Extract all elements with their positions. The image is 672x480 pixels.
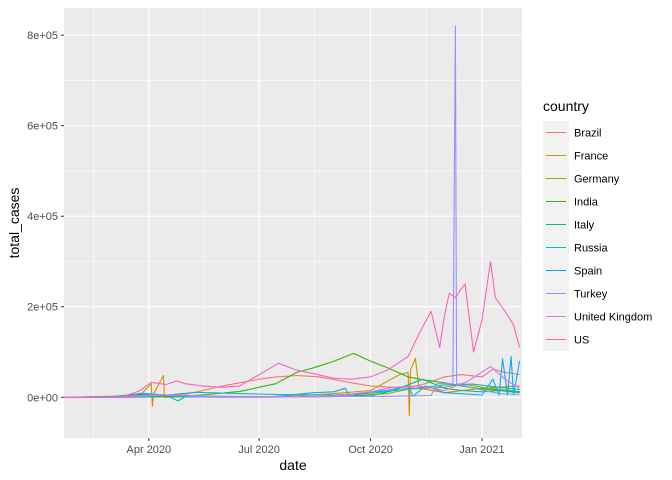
legend-title: country	[543, 98, 589, 114]
y-axis-title: total_cases	[6, 188, 22, 259]
x-tick-label: Jan 2021	[459, 444, 504, 456]
legend-label-spain: Spain	[574, 266, 602, 278]
minor-grid	[64, 8, 522, 438]
x-tick-label: Jul 2020	[238, 444, 280, 456]
y-axis: 0e+00 2e+05 4e+05 6e+05 8e+05	[27, 30, 64, 404]
legend-label-brazil: Brazil	[574, 128, 602, 140]
series-line-united-kingdom	[63, 365, 520, 398]
legend-label-united-kingdom: United Kingdom	[574, 312, 652, 324]
legend-label-russia: Russia	[574, 243, 609, 255]
series-lines	[63, 25, 521, 416]
x-tick-label: Oct 2020	[348, 444, 393, 456]
series-line-italy	[63, 378, 520, 398]
legend-label-india: India	[574, 197, 599, 209]
series-line-spain	[63, 355, 521, 402]
legend: country Brazil France Germany India Italy Rus…	[543, 98, 652, 351]
legend-label-italy: Italy	[574, 220, 595, 232]
chart-panel-background	[64, 8, 522, 438]
series-line-us	[63, 260, 521, 398]
x-axis: Apr 2020 Jul 2020 Oct 2020 Jan 2021	[126, 438, 505, 456]
x-axis-title: date	[279, 457, 306, 473]
y-tick-label: 6e+05	[27, 121, 58, 133]
series-line-france	[63, 357, 520, 416]
legend-label-germany: Germany	[574, 174, 620, 186]
y-tick-label: 0e+00	[27, 392, 58, 404]
legend-label-us: US	[574, 335, 589, 347]
y-tick-label: 2e+05	[27, 302, 58, 314]
x-tick-label: Apr 2020	[126, 444, 171, 456]
legend-label-france: France	[574, 151, 608, 163]
legend-label-turkey: Turkey	[574, 289, 608, 301]
y-tick-label: 4e+05	[27, 211, 58, 223]
y-tick-label: 8e+05	[27, 30, 58, 42]
